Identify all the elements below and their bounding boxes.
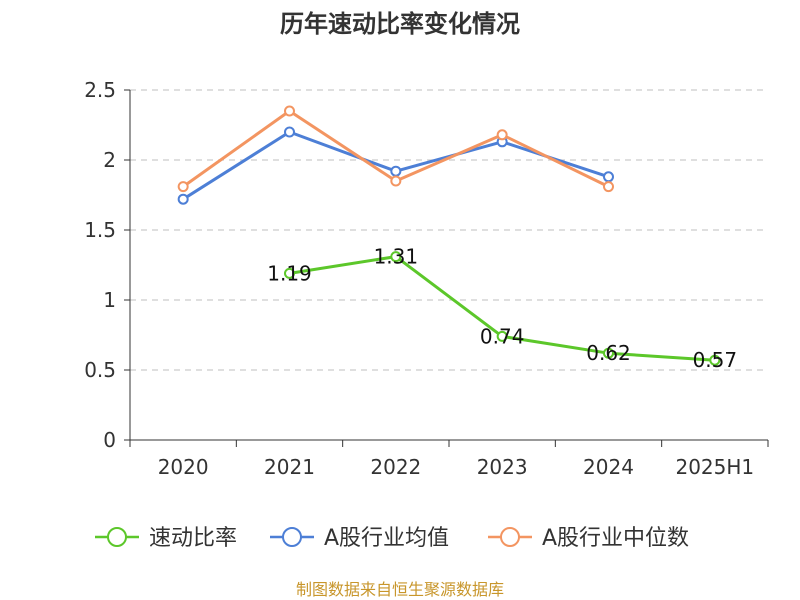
y-tick-label: 1	[103, 288, 116, 312]
legend-marker-icon	[107, 527, 127, 547]
data-point	[390, 175, 402, 187]
series-1	[177, 126, 614, 205]
x-tick-label: 2025H1	[675, 455, 754, 479]
data-point	[284, 105, 295, 117]
data-point	[496, 330, 508, 342]
legend[interactable]: 速动比率 A股行业均值 A股行业中位数	[95, 526, 689, 551]
series-group	[177, 105, 721, 366]
chart-title: 历年速动比率变化情况	[280, 10, 520, 38]
data-point	[177, 193, 189, 205]
legend-label: A股行业中位数	[542, 526, 689, 551]
data-point	[177, 181, 189, 193]
series-2	[177, 105, 614, 193]
data-label: 0.57	[693, 348, 738, 372]
legend-label: A股行业均值	[324, 526, 449, 551]
data-point	[496, 129, 508, 141]
source-note: 制图数据来自恒生聚源数据库	[296, 580, 504, 599]
x-tick-label: 2021	[264, 455, 315, 479]
data-point	[603, 181, 614, 193]
data-label: 0.62	[586, 341, 631, 365]
x-tick-label: 2022	[370, 455, 421, 479]
data-label: 1.31	[374, 245, 419, 269]
axes: 0 0.5 1 1.5 2 2.5 2020 2021 2022 2023 2024 2025H1	[84, 78, 769, 479]
x-tick-label: 2023	[477, 455, 528, 479]
y-tick-label: 2.5	[84, 78, 116, 102]
legend-item[interactable]: 速动比率	[95, 526, 237, 551]
data-point	[603, 171, 614, 183]
y-tick-label: 0	[103, 428, 116, 452]
legend-item[interactable]: A股行业中位数	[488, 526, 689, 551]
data-label: 0.74	[480, 324, 525, 348]
series-0	[284, 251, 721, 366]
legend-marker-icon	[282, 527, 302, 547]
data-labels: 1.19 1.31 0.74 0.62 0.57	[267, 245, 737, 373]
data-point	[284, 267, 295, 279]
x-tick-label: 2024	[583, 455, 634, 479]
legend-item[interactable]: A股行业均值	[270, 526, 449, 551]
gridlines	[130, 89, 768, 371]
y-tick-label: 2	[103, 148, 116, 172]
y-tick-label: 0.5	[84, 358, 116, 382]
data-point	[284, 126, 295, 138]
data-point	[390, 251, 402, 263]
data-point	[709, 354, 721, 366]
data-point	[390, 165, 402, 177]
x-tick-label: 2020	[158, 455, 209, 479]
y-tick-label: 1.5	[84, 218, 116, 242]
data-point	[603, 347, 614, 359]
legend-marker-icon	[500, 527, 520, 547]
data-label: 1.19	[267, 261, 312, 285]
legend-label: 速动比率	[149, 526, 237, 551]
